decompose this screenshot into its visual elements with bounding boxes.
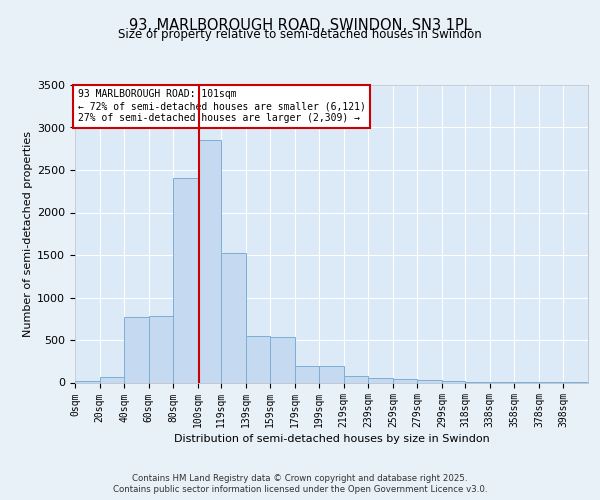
Bar [173,178,198,382]
Bar [393,380,418,382]
Bar [100,378,124,382]
Bar [124,317,149,382]
Bar [75,381,100,382]
Text: 93 MARLBOROUGH ROAD: 101sqm
← 72% of semi-detached houses are smaller (6,121)
27: 93 MARLBOROUGH ROAD: 101sqm ← 72% of sem… [77,90,365,122]
Bar [295,366,319,382]
Text: 93, MARLBOROUGH ROAD, SWINDON, SN3 1PL: 93, MARLBOROUGH ROAD, SWINDON, SN3 1PL [128,18,472,32]
Bar [344,376,368,382]
Bar [245,336,270,382]
Bar [418,380,442,382]
Bar [270,336,295,382]
Bar [198,140,221,382]
Bar [149,316,173,382]
Bar [442,381,465,382]
Text: Contains HM Land Registry data © Crown copyright and database right 2025.
Contai: Contains HM Land Registry data © Crown c… [113,474,487,494]
X-axis label: Distribution of semi-detached houses by size in Swindon: Distribution of semi-detached houses by … [173,434,490,444]
Bar [319,366,344,382]
Text: Size of property relative to semi-detached houses in Swindon: Size of property relative to semi-detach… [118,28,482,41]
Y-axis label: Number of semi-detached properties: Number of semi-detached properties [23,130,33,337]
Bar [221,254,245,382]
Bar [368,378,393,382]
